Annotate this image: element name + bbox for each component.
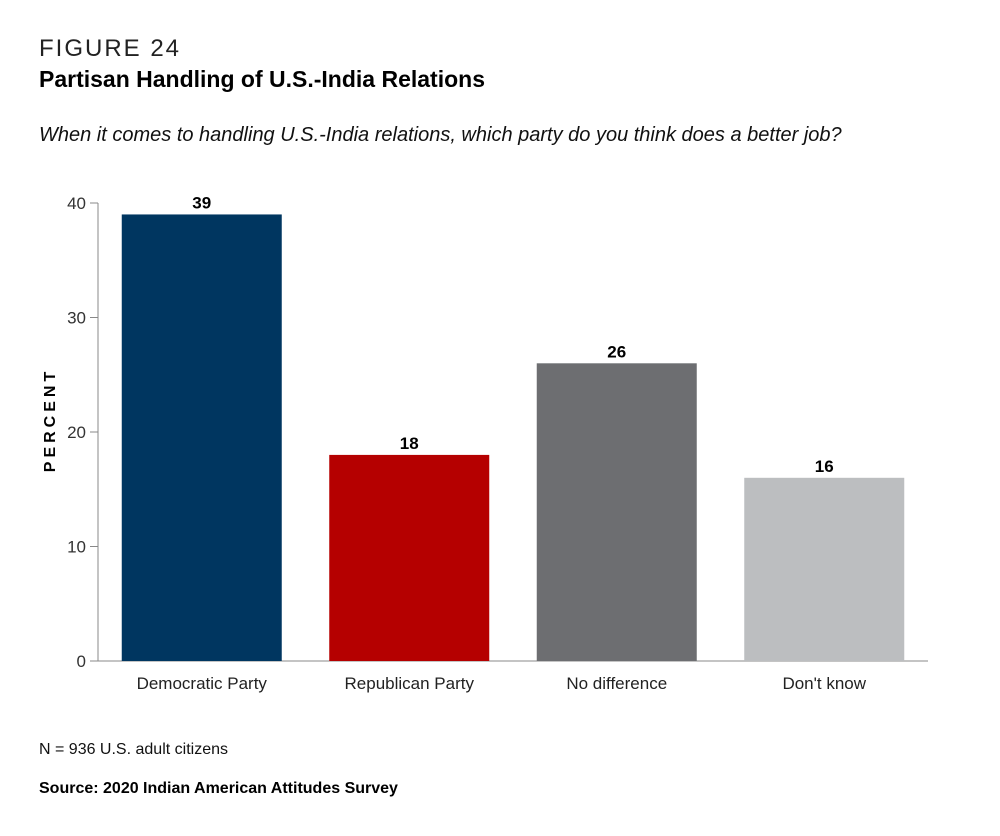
data-label: 39 [192, 193, 211, 212]
y-tick-label: 30 [67, 309, 86, 328]
y-tick-label: 20 [67, 423, 86, 442]
x-tick-label: No difference [566, 674, 667, 693]
sample-note: N = 936 U.S. adult citizens [39, 741, 228, 758]
survey-question: When it comes to handling U.S.-India rel… [39, 124, 842, 146]
chart-title: Partisan Handling of U.S.-India Relation… [39, 66, 485, 92]
y-tick-label: 10 [67, 538, 86, 557]
x-tick-label: Republican Party [345, 674, 475, 693]
bar-chart: 0 10 20 30 40 39 Democratic Party 18 Republican … [67, 193, 928, 693]
x-tick-label: Don't know [782, 674, 866, 693]
data-label: 18 [400, 434, 419, 453]
bar [329, 454, 490, 661]
bar [121, 214, 282, 661]
figure-number: FIGURE 24 [39, 35, 182, 62]
bar [744, 477, 905, 661]
data-label: 26 [607, 342, 626, 361]
source-line: Source: 2020 Indian American Attitudes S… [39, 780, 398, 797]
y-tick-label: 40 [67, 194, 86, 213]
bar [536, 363, 697, 661]
data-label: 16 [815, 457, 834, 476]
x-tick-label: Democratic Party [137, 674, 268, 693]
y-tick-label: 0 [77, 652, 86, 671]
